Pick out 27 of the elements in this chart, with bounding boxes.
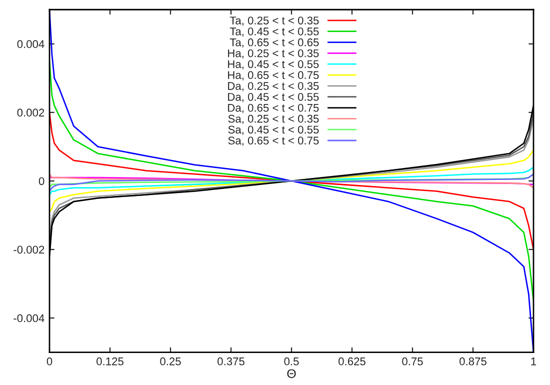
legend-label: Da, 0.25 < t < 0.35 — [228, 82, 319, 92]
legend-label: Ta, 0.65 < t < 0.65 — [230, 38, 319, 48]
y-tick-label: 0.002 — [17, 108, 44, 117]
legend-label: Ha, 0.65 < t < 0.75 — [228, 71, 319, 80]
x-tick-label: 1 — [531, 358, 536, 366]
legend-label: Sa, 0.65 < t < 0.75 — [228, 136, 319, 146]
legend-label: Sa, 0.25 < t < 0.35 — [228, 114, 319, 124]
y-tick-label: 0.004 — [17, 40, 44, 48]
x-tick-label: 0.875 — [460, 357, 486, 366]
y-tick-label: 0 — [38, 177, 44, 186]
x-tick-label: 0 — [46, 357, 52, 366]
y-tick-label: -0.002 — [14, 246, 44, 254]
legend-label: Ha, 0.25 < t < 0.35 — [228, 49, 319, 59]
legend-label: Da, 0.45 < t < 0.55 — [228, 92, 319, 102]
x-tick-label: 0.375 — [218, 357, 244, 366]
legend-label: Ha, 0.45 < t < 0.55 — [228, 60, 319, 70]
x-tick-label: 0.25 — [160, 357, 181, 366]
x-tick-label: 0.625 — [338, 357, 366, 366]
legend-label: Ta, 0.45 < t < 0.55 — [230, 28, 319, 37]
x-tick-label: 0.75 — [402, 357, 423, 366]
y-tick-label: -0.004 — [14, 314, 44, 322]
legend-label: Da, 0.65 < t < 0.75 — [228, 104, 319, 114]
x-tick-label: 0.125 — [96, 357, 124, 366]
x-axis-title: Θ — [287, 369, 296, 378]
x-tick-label: 0.5 — [284, 357, 299, 366]
legend-label: Sa, 0.45 < t < 0.55 — [228, 126, 319, 135]
legend-label: Ta, 0.25 < t < 0.35 — [230, 16, 319, 26]
